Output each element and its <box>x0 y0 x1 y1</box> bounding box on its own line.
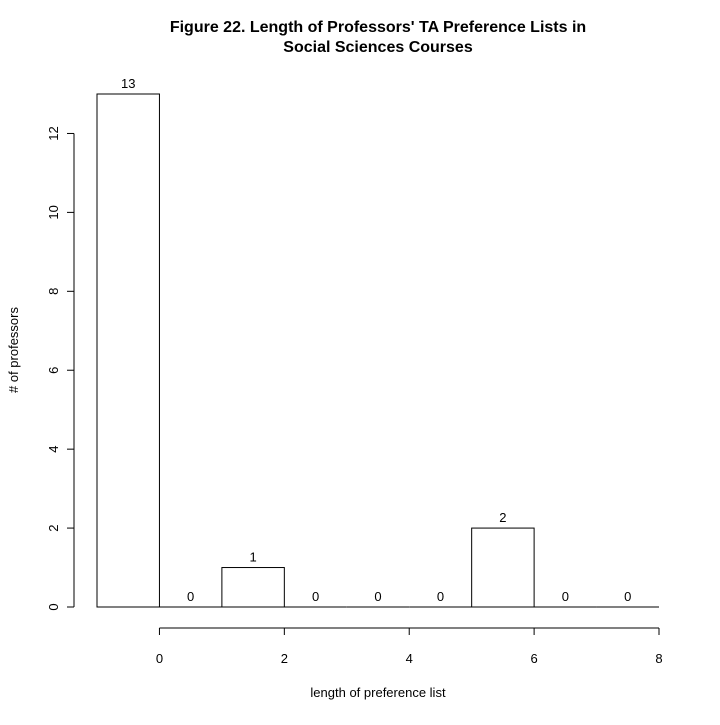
data-label: 0 <box>562 589 569 604</box>
x-tick-label: 0 <box>156 651 163 666</box>
y-tick-label: 12 <box>46 126 61 140</box>
data-label: 0 <box>187 589 194 604</box>
chart-title: Figure 22. Length of Professors' TA Pref… <box>170 19 586 56</box>
y-tick-label: 2 <box>46 524 61 531</box>
y-tick-label: 10 <box>46 205 61 219</box>
y-axis-label: # of professors <box>6 307 21 393</box>
x-tick-label: 4 <box>406 651 413 666</box>
y-tick-label: 4 <box>46 446 61 453</box>
y-tick-label: 8 <box>46 288 61 295</box>
data-label: 0 <box>374 589 381 604</box>
bar <box>96 93 160 608</box>
chart-title-line-1: Figure 22. Length of Professors' TA Pref… <box>170 19 586 36</box>
data-label: 0 <box>624 589 631 604</box>
x-tick-label: 8 <box>655 651 662 666</box>
bars <box>96 93 659 608</box>
x-tick-label: 6 <box>530 651 537 666</box>
data-label: 13 <box>121 76 135 91</box>
data-label: 0 <box>437 589 444 604</box>
data-label: 0 <box>312 589 319 604</box>
bar <box>471 527 535 608</box>
y-axis: 0 2 4 6 8 10 12 <box>46 126 75 611</box>
chart-title-line-2: Social Sciences Courses <box>283 39 473 56</box>
data-labels: 13 0 1 0 0 0 2 0 0 <box>121 76 631 604</box>
x-tick-label: 2 <box>281 651 288 666</box>
bar <box>221 567 285 608</box>
y-tick-label: 0 <box>46 603 61 610</box>
x-axis-label: length of preference list <box>310 685 446 700</box>
x-axis: 0 2 4 6 8 <box>156 627 663 666</box>
data-label: 2 <box>499 510 506 525</box>
data-label: 1 <box>249 550 256 565</box>
y-tick-label: 6 <box>46 367 61 374</box>
